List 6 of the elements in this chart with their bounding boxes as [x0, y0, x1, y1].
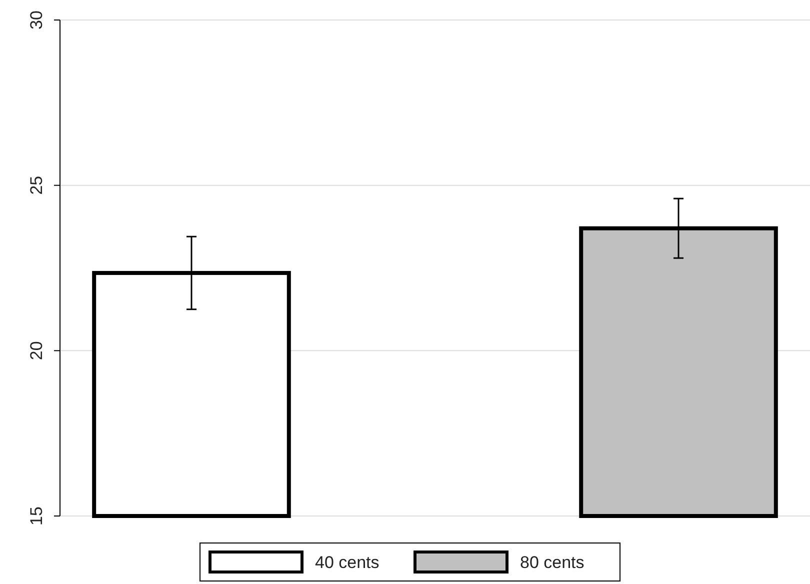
y-tick-label: 25	[27, 176, 46, 195]
y-tick-label: 30	[27, 10, 46, 30]
text: 80 cents	[520, 553, 584, 572]
y-tick-label: 20	[27, 341, 46, 360]
y-tick-label: 15	[27, 506, 46, 526]
text: 40 cents	[315, 553, 380, 572]
